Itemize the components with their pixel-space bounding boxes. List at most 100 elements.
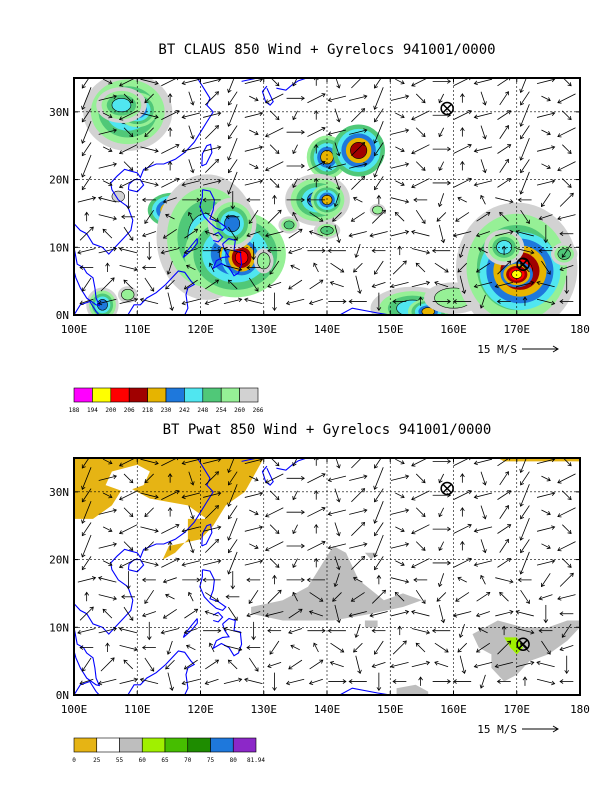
wind-arrow	[182, 678, 200, 685]
wind-arrowhead	[530, 249, 535, 255]
wind-arrowhead	[404, 162, 410, 167]
wind-arrowhead	[374, 118, 378, 123]
wind-arrowhead	[169, 306, 174, 312]
pwat-region-1	[105, 464, 150, 492]
wind-arrowhead	[400, 181, 405, 186]
wind-arrowhead	[561, 253, 566, 258]
wind-arrowhead	[123, 279, 128, 284]
wind-arrowhead	[133, 266, 138, 272]
wind-arrowhead	[569, 192, 574, 197]
wind-arrow	[334, 488, 340, 502]
cloud-blob-9	[320, 150, 334, 165]
wind-arrow	[184, 628, 198, 634]
wind-arrow	[205, 212, 219, 222]
wind-arrowhead	[308, 300, 314, 305]
wind-arrow	[497, 260, 511, 275]
wind-arrow	[334, 604, 340, 623]
wind-arrowhead	[447, 459, 452, 464]
wind-arrow	[371, 209, 386, 224]
wind-arrow	[184, 229, 198, 239]
wind-arrow	[497, 178, 511, 188]
wind-arrowhead	[275, 149, 280, 155]
wind-arrowhead	[144, 132, 149, 138]
wind-arrow	[205, 505, 219, 520]
wind-arrow	[369, 611, 388, 617]
wind-arrowhead	[467, 177, 472, 182]
wind-arrowhead	[154, 494, 159, 500]
wind-arrowhead	[102, 608, 107, 613]
wind-arrow	[265, 611, 284, 617]
wind-arrowhead	[546, 477, 551, 482]
wind-arrowhead	[144, 219, 149, 225]
wind-arrowhead	[480, 194, 485, 200]
wind-arrowhead	[258, 491, 264, 496]
wind-arrow	[142, 231, 156, 237]
wind-arrowhead	[551, 680, 556, 686]
wind-arrow	[205, 125, 219, 140]
x-tick-label: 100E	[61, 323, 88, 336]
wind-arrowhead	[561, 633, 566, 638]
wind-arrowhead	[361, 175, 366, 180]
wind-arrow	[390, 543, 409, 549]
wind-arrowhead	[118, 184, 124, 189]
wind-arrowhead	[509, 229, 514, 235]
wind-arrowhead	[520, 169, 525, 174]
wind-arrow	[119, 298, 138, 305]
wind-arrowhead	[515, 229, 520, 235]
wind-arrowhead	[154, 182, 159, 187]
wind-arrow	[497, 524, 511, 534]
wind-arrowhead	[176, 78, 179, 81]
wind-arrow	[81, 154, 92, 178]
wind-arrow	[81, 488, 92, 503]
wind-arrow	[562, 178, 572, 188]
wind-arrow	[98, 628, 117, 634]
wind-arrowhead	[447, 180, 452, 186]
wind-arrowhead	[112, 246, 118, 252]
wind-arrowhead	[551, 145, 556, 150]
wind-arrowhead	[501, 245, 507, 250]
wind-arrowhead	[538, 595, 543, 601]
y-tick-label: 30N	[49, 106, 69, 119]
wind-arrowhead	[473, 283, 478, 289]
wind-arrowhead	[227, 659, 232, 664]
colorbar-swatch	[119, 737, 143, 753]
wind-arrow	[536, 146, 555, 152]
wind-arrowhead	[228, 169, 232, 174]
wind-arrow	[476, 592, 491, 602]
wind-arrow	[161, 490, 180, 501]
wind-arrow	[474, 458, 493, 464]
wind-arrow	[480, 91, 486, 106]
wind-arrow	[313, 263, 319, 273]
wind-arrowhead	[277, 589, 282, 594]
wind-arrowhead	[129, 132, 134, 138]
wind-arrow	[102, 78, 113, 84]
wind-arrowhead	[313, 177, 319, 182]
wind-arrow	[390, 661, 409, 668]
wind-arrow	[497, 490, 511, 500]
wind-arrowhead	[536, 280, 541, 286]
wind-arrowhead	[329, 281, 335, 286]
wind-arrowhead	[546, 544, 551, 550]
wind-arrowhead	[411, 150, 416, 155]
wind-arrow	[161, 110, 180, 121]
wind-arrow	[292, 558, 298, 568]
wind-arrow	[186, 645, 196, 651]
wind-arrowhead	[352, 576, 358, 582]
wind-arrowhead	[475, 612, 481, 618]
wind-arrow	[140, 180, 159, 186]
wind-arrow	[167, 640, 173, 655]
wind-arrowhead	[204, 230, 209, 235]
wind-arrow	[249, 163, 259, 169]
coastline-7	[212, 231, 224, 243]
wind-arrowhead	[473, 494, 478, 500]
wind-arrowhead	[313, 143, 319, 148]
wind-arrow	[557, 214, 576, 220]
wind-arrow	[395, 78, 405, 84]
wind-arrow	[459, 623, 465, 638]
wind-arrowhead	[112, 128, 118, 133]
wind-arrowhead	[166, 270, 172, 275]
wind-arrow	[249, 95, 259, 101]
wind-arrowhead	[374, 566, 378, 571]
wind-arrow	[438, 473, 445, 483]
wind-arrowhead	[519, 190, 524, 195]
